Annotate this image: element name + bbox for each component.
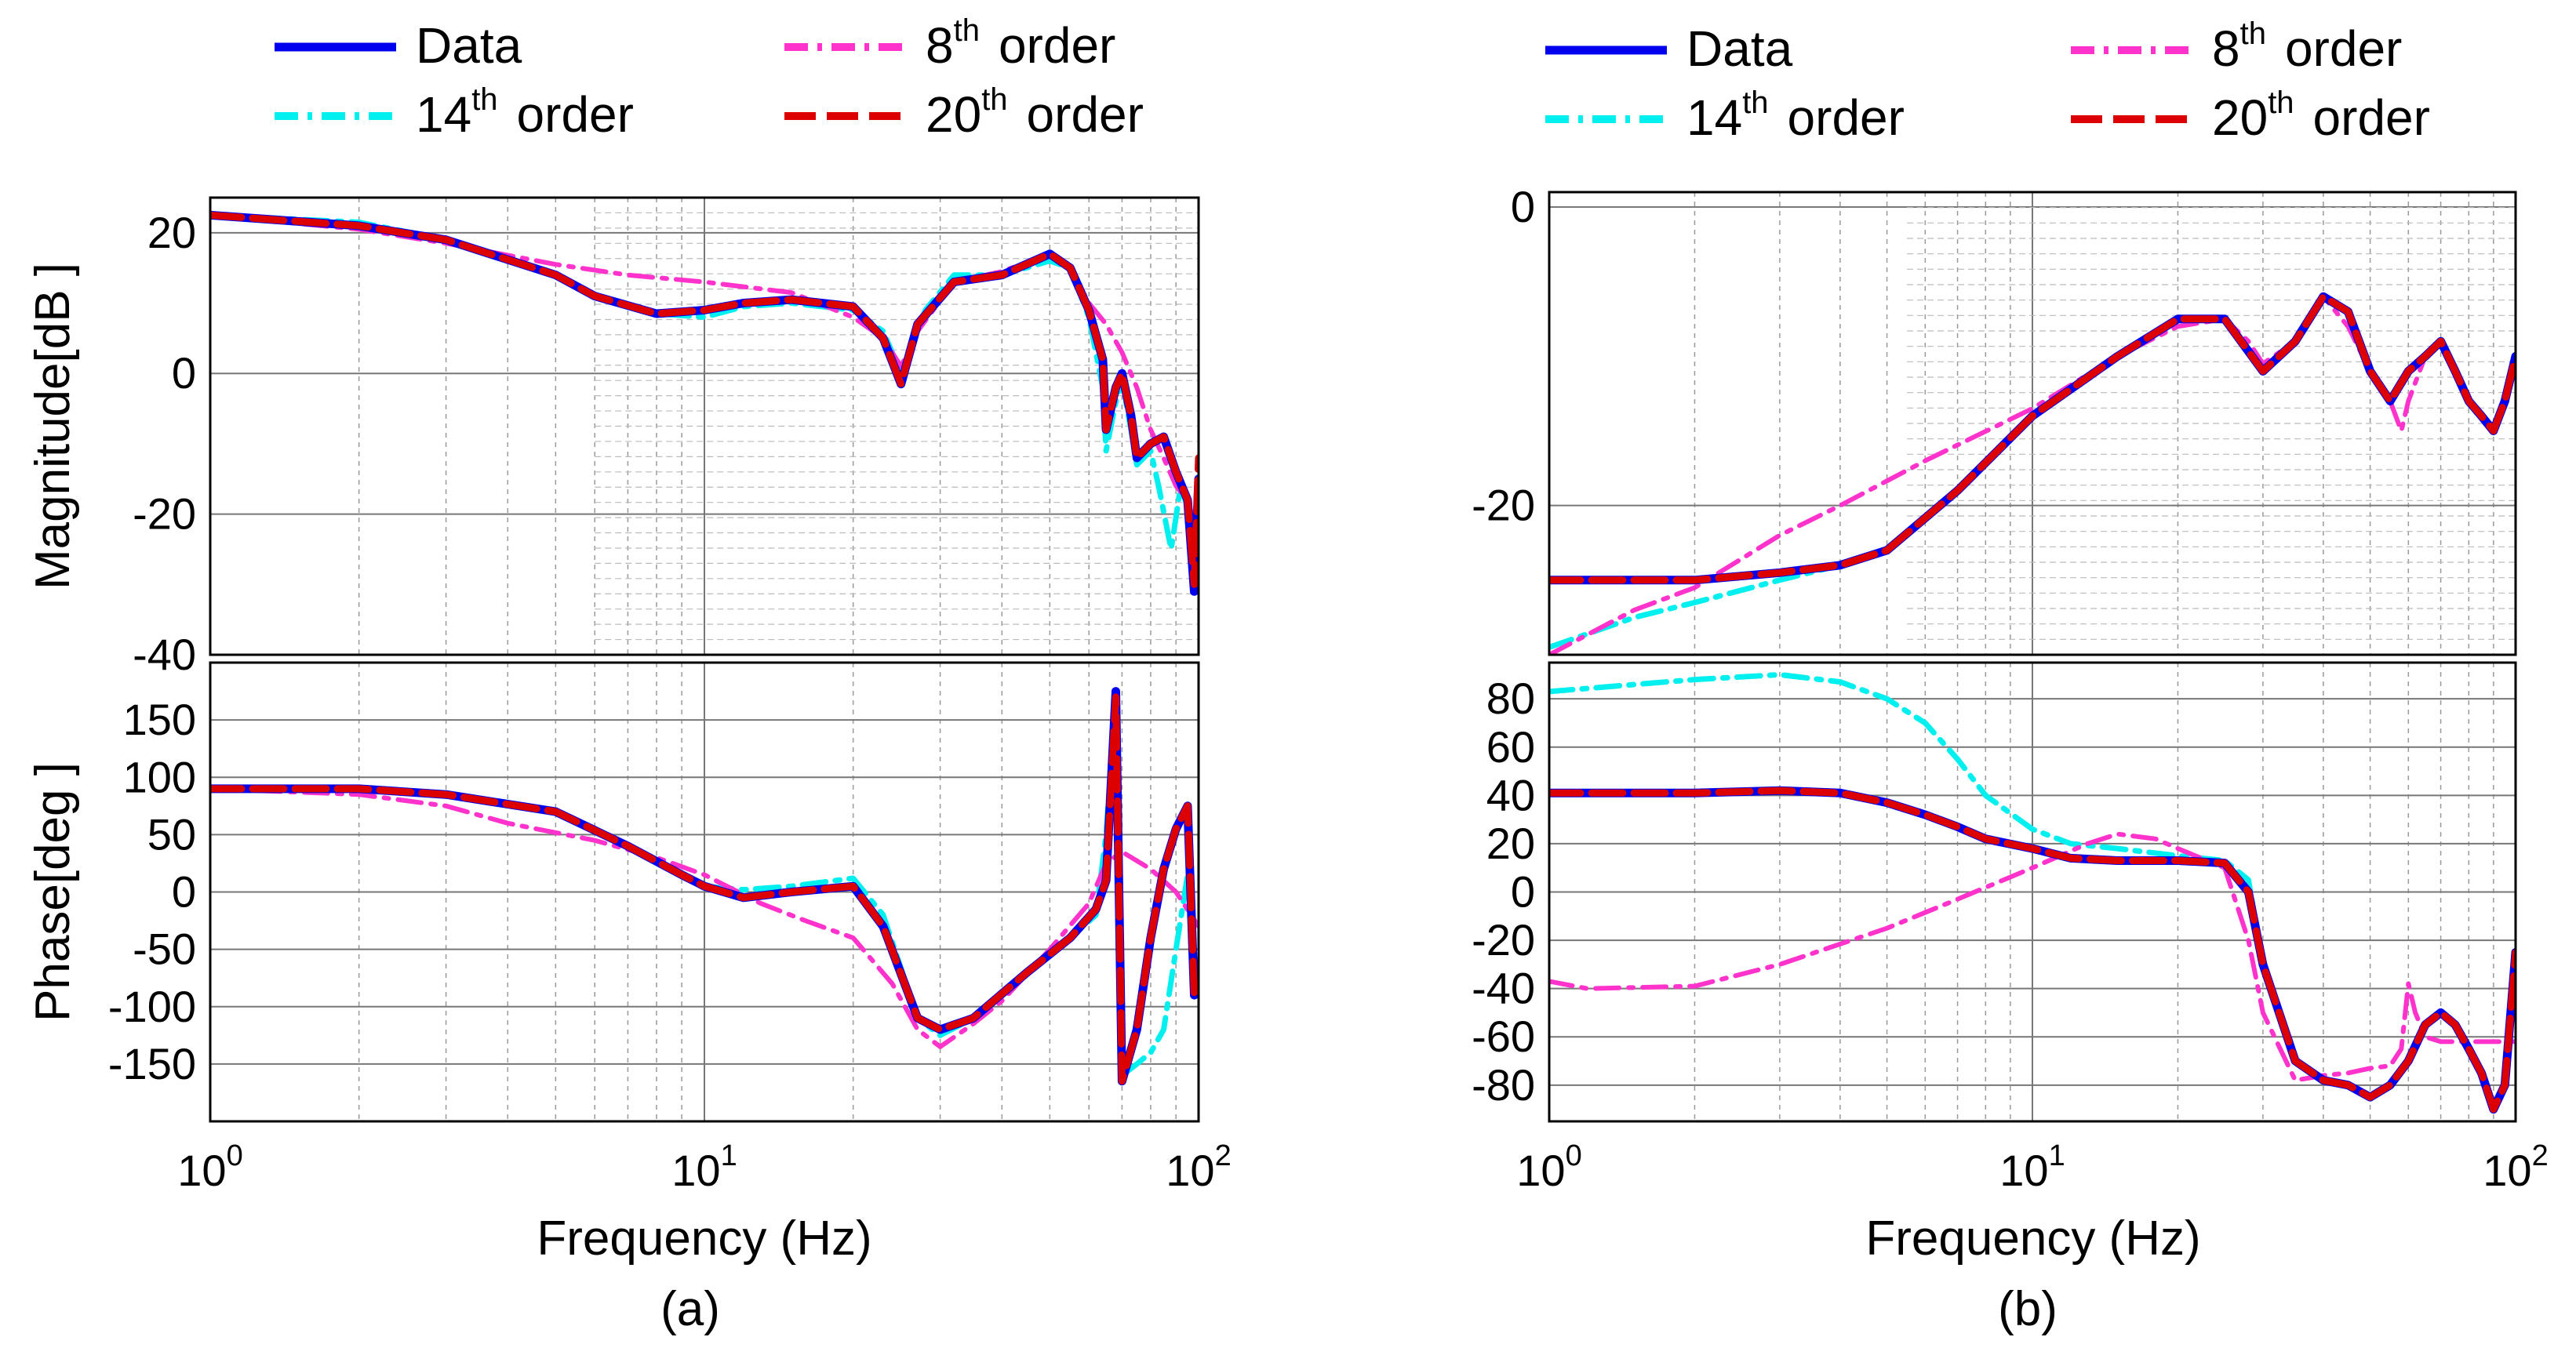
legend-label-o20: 20th order xyxy=(926,82,1144,143)
legend-label-main: 14 xyxy=(416,86,471,143)
legend-label-superscript: th xyxy=(2268,85,2294,120)
series-group xyxy=(210,210,1199,596)
legend-label-suffix: order xyxy=(2285,20,2402,77)
y-tick-label: 60 xyxy=(1486,722,1535,772)
legend-label-o8: 8th order xyxy=(926,13,1115,74)
panel-b-mag: 0 -20 xyxy=(1472,182,2517,656)
series-line-o20 xyxy=(210,693,1198,1085)
plot-frame xyxy=(209,196,1200,656)
legend-label-main: 8 xyxy=(926,17,954,74)
panel-a-mag: 20 0 -20 -40 Magnitude[dB ] xyxy=(26,196,1200,679)
y-tick-label: 0 xyxy=(1511,182,1535,231)
series-group xyxy=(210,687,1199,1086)
x-tick-base: 10 xyxy=(177,1146,226,1195)
legend-label-suffix: order xyxy=(517,86,634,143)
legend-label-superscript: th xyxy=(2240,16,2266,51)
legend-label-superscript: th xyxy=(981,82,1007,117)
x-tick-base: 10 xyxy=(1166,1146,1214,1195)
y-tick-label: 100 xyxy=(123,752,196,801)
legend-label-main: Data xyxy=(416,17,522,74)
legend-label-superscript: th xyxy=(954,13,980,48)
legend-label-suffix: order xyxy=(1027,86,1144,143)
legend-label-data: Data xyxy=(416,17,522,74)
legend-label-data: Data xyxy=(1686,20,1793,77)
y-tick-label: 150 xyxy=(123,695,196,744)
y-tick-label: -100 xyxy=(108,982,196,1031)
y-axis-label: Magnitude[dB ] xyxy=(26,263,80,590)
legend-label-o14: 14th order xyxy=(416,82,634,143)
series-group xyxy=(1549,292,2516,655)
y-tick-label: 50 xyxy=(147,809,196,859)
plot-frame xyxy=(1548,661,2517,1123)
x-tick-label: 100 xyxy=(177,1139,242,1195)
x-axis-label: Frequency (Hz) xyxy=(1865,1212,2200,1266)
legend-label-suffix: order xyxy=(2313,89,2430,146)
y-tick-label: -20 xyxy=(1472,481,1535,530)
y-tick-label: 20 xyxy=(1486,819,1535,868)
series-line-o20 xyxy=(1549,292,2516,584)
x-tick-label: 100 xyxy=(1516,1139,1581,1195)
y-tick-label: -20 xyxy=(1472,915,1535,965)
series-line-o20 xyxy=(1549,787,2516,1114)
y-tick-label: 20 xyxy=(147,208,196,257)
x-tick-label: 102 xyxy=(1166,1139,1231,1195)
series-line-o8 xyxy=(210,786,1199,1049)
x-tick-label: 102 xyxy=(2483,1139,2548,1195)
legend-label-main: 14 xyxy=(1686,89,1742,146)
x-tick-base: 10 xyxy=(671,1146,720,1195)
x-tick-exponent: 0 xyxy=(227,1139,243,1172)
x-tick-exponent: 1 xyxy=(2049,1139,2065,1172)
x-tick-exponent: 1 xyxy=(721,1139,737,1172)
y-tick-label: -150 xyxy=(108,1039,196,1088)
x-tick-base: 10 xyxy=(1516,1146,1565,1195)
legend-label-main: Data xyxy=(1686,20,1793,77)
legend-label-o20: 20th order xyxy=(2212,85,2430,146)
series-group xyxy=(1549,671,2516,1114)
subfigure-caption: (b) xyxy=(1998,1282,2058,1336)
legend-label-suffix: order xyxy=(1788,89,1905,146)
plot-frame xyxy=(1548,191,2517,656)
legend-label-main: 8 xyxy=(2212,20,2240,77)
y-tick-label: 0 xyxy=(172,348,196,398)
legend-label-o14: 14th order xyxy=(1686,85,1905,146)
y-tick-label: -50 xyxy=(133,925,196,974)
panel-a-phase: 150 100 50 0 -50 -100 -150 Phase[deg ] xyxy=(26,661,1200,1123)
legend-label-superscript: th xyxy=(1742,85,1768,120)
y-tick-label: 0 xyxy=(1511,867,1535,917)
legend-label-main: 20 xyxy=(926,86,981,143)
y-tick-label: -40 xyxy=(133,630,196,679)
y-tick-label: 0 xyxy=(172,867,196,917)
x-tick-exponent: 2 xyxy=(2532,1139,2549,1172)
y-tick-label: 40 xyxy=(1486,770,1535,819)
y-tick-label: 80 xyxy=(1486,674,1535,723)
y-tick-label: -40 xyxy=(1472,964,1535,1013)
y-axis-label: Phase[deg ] xyxy=(26,762,80,1022)
y-tick-label: -20 xyxy=(133,489,196,539)
x-tick-label: 101 xyxy=(671,1139,737,1195)
y-tick-label: -60 xyxy=(1472,1012,1535,1061)
x-tick-base: 10 xyxy=(1999,1146,2048,1195)
x-tick-exponent: 2 xyxy=(1215,1139,1232,1172)
x-tick-exponent: 0 xyxy=(1566,1139,1582,1172)
x-tick-base: 10 xyxy=(2483,1146,2531,1195)
y-tick-label: -80 xyxy=(1472,1060,1535,1110)
series-line-o20 xyxy=(210,211,1199,588)
plot-frame xyxy=(209,661,1200,1123)
legend-label-main: 20 xyxy=(2212,89,2268,146)
x-axis-label: Frequency (Hz) xyxy=(537,1212,871,1266)
legend-label-o8: 8th order xyxy=(2212,16,2402,77)
subfigure-caption: (a) xyxy=(660,1282,720,1336)
legend-label-superscript: th xyxy=(471,82,497,117)
legend-label-suffix: order xyxy=(999,17,1115,74)
x-tick-label: 101 xyxy=(1999,1139,2065,1195)
